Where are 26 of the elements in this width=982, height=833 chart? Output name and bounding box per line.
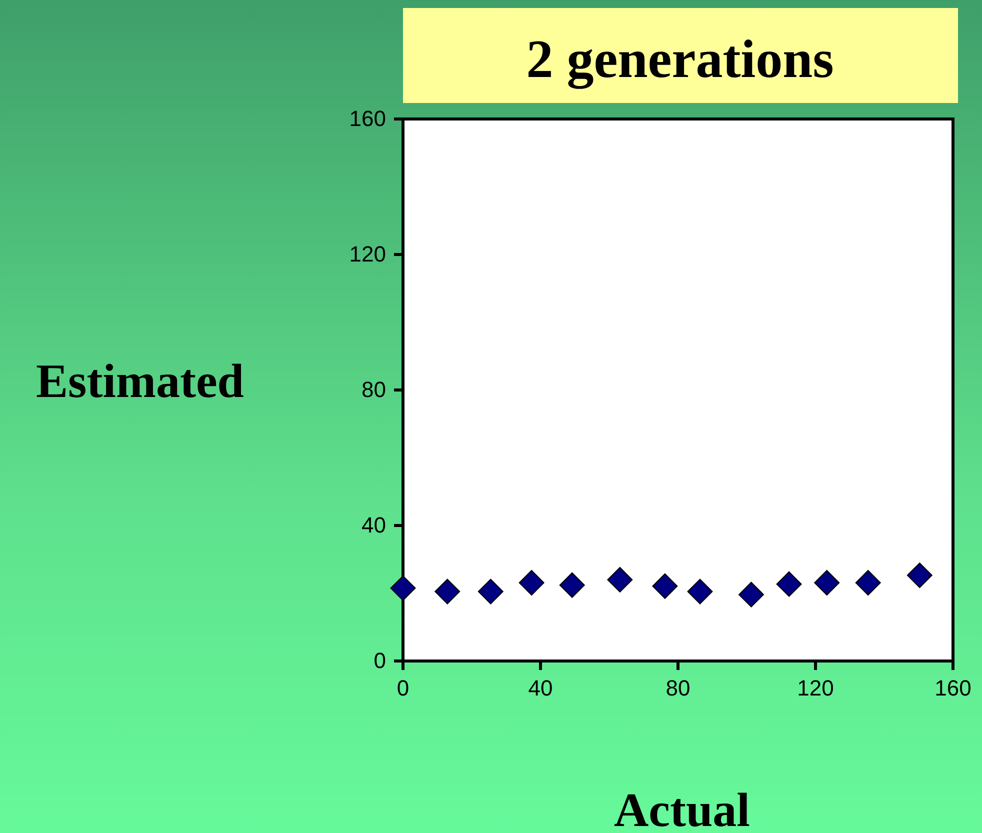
y-axis-title: Estimated <box>36 355 244 408</box>
y-tick-label: 160 <box>349 106 386 132</box>
x-tick-label: 80 <box>666 676 690 701</box>
point <box>559 572 585 598</box>
point <box>607 566 633 592</box>
chart-title: 2 generations <box>526 29 834 89</box>
point <box>434 578 460 604</box>
point <box>652 573 678 599</box>
x-tick-label: 0 <box>396 676 410 701</box>
y-tick-label: 0 <box>374 648 386 674</box>
point <box>776 571 802 597</box>
point <box>390 575 416 601</box>
y-tick-label: 40 <box>362 512 386 538</box>
point <box>855 570 881 596</box>
point <box>518 570 544 596</box>
point <box>738 582 764 608</box>
point <box>478 578 504 604</box>
y-tick-label: 80 <box>362 377 386 402</box>
point <box>687 578 713 604</box>
x-tick-label: 160 <box>934 676 972 701</box>
x-axis-title: Actual <box>614 784 750 833</box>
x-tick-label: 120 <box>797 676 834 701</box>
point <box>814 570 840 596</box>
point <box>906 562 932 588</box>
x-tick-label: 40 <box>528 676 553 701</box>
y-tick-label: 120 <box>349 242 386 267</box>
